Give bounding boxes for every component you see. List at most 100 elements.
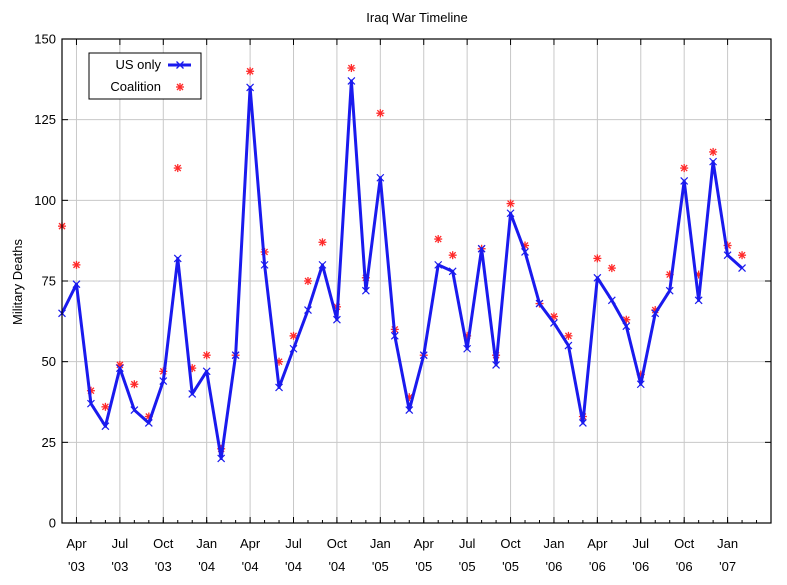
x-tick-label-year: '04 [328, 559, 345, 574]
us-only-point [217, 454, 226, 463]
us-only-point [492, 360, 501, 369]
us-only-point [622, 322, 631, 331]
us-only-point [477, 244, 486, 253]
us-only-line [60, 79, 744, 460]
coalition-point [202, 351, 211, 360]
x-tick-label-month: Apr [587, 536, 608, 551]
y-tick-label: 100 [34, 193, 56, 208]
coalition-point [434, 235, 443, 244]
coalition-point [72, 260, 81, 269]
y-tick-label: 50 [42, 354, 56, 369]
plot-area [58, 64, 747, 463]
us-only-point [173, 254, 182, 263]
coalition-point [709, 147, 718, 156]
x-tick-label-month: Oct [153, 536, 174, 551]
coalition-point [289, 331, 298, 340]
us-only-point [101, 422, 110, 431]
us-only-point [115, 364, 124, 373]
us-only-point [130, 406, 139, 414]
y-tick-label: 0 [49, 516, 56, 531]
x-tick-label-month: Jan [543, 536, 564, 551]
legend-marker-us-only [176, 61, 184, 69]
us-only-point [332, 315, 341, 324]
us-only-point [506, 209, 515, 218]
us-only-point [72, 280, 81, 289]
x-tick-label-year: '05 [459, 559, 476, 574]
us-only-point [448, 267, 457, 276]
x-tick-label-year: '03 [68, 559, 85, 574]
us-only-point [434, 260, 443, 269]
us-only-point [550, 319, 558, 327]
grid [62, 38, 771, 524]
us-only-point [535, 299, 544, 308]
x-tick-label-year: '06 [632, 559, 649, 574]
chart-title: Iraq War Timeline [366, 10, 467, 25]
x-tick-label-month: Jan [370, 536, 391, 551]
us-only-point [289, 344, 298, 353]
coalition-point [564, 331, 573, 340]
x-tick-label-year: '05 [502, 559, 519, 574]
us-only-point [405, 406, 414, 414]
coalition-point [246, 67, 255, 76]
us-only-point [246, 83, 255, 92]
x-tick-label-month: Oct [674, 536, 695, 551]
x-tick-label-month: Oct [500, 536, 521, 551]
us-only-point [275, 383, 283, 392]
coalition-point [448, 251, 457, 260]
x-tick-label-year: '03 [111, 559, 128, 574]
legend-box [88, 52, 202, 100]
us-only-point [651, 309, 660, 318]
coalition-point [376, 109, 385, 118]
x-tick-label-year: '06 [676, 559, 693, 574]
coalition-point [303, 277, 312, 285]
us-only-point [144, 419, 153, 427]
x-tick-label-month: Jan [196, 536, 217, 551]
x-tick-label-year: '04 [242, 559, 259, 574]
legend: US only Coalition [88, 52, 202, 100]
x-tick-label-month: Jul [285, 536, 302, 551]
us-only-point [680, 177, 689, 185]
us-only-point [231, 351, 240, 360]
us-only-point [694, 296, 703, 305]
x-tick-label-year: '03 [155, 559, 172, 574]
us-only-point [202, 367, 211, 376]
us-only-point [304, 306, 312, 314]
us-only-point [593, 273, 602, 282]
x-tick-label-year: '06 [545, 559, 562, 574]
x-tick-label-month: Oct [327, 536, 348, 551]
y-tick-label: 25 [42, 435, 56, 450]
x-tick-label-year: '04 [198, 559, 215, 574]
coalition-point [506, 199, 515, 208]
coalition-point [318, 238, 327, 247]
legend-label-coalition: Coalition [110, 79, 161, 94]
x-tick-label-year: '05 [415, 559, 432, 574]
x-tick-label-year: '07 [719, 559, 736, 574]
y-tick-label: 125 [34, 112, 56, 127]
coalition-point [680, 164, 689, 173]
us-only-point [87, 399, 95, 408]
us-only-point [260, 260, 269, 269]
legend-label-us-only: US only [115, 57, 161, 72]
coalition-point [738, 251, 747, 260]
us-only-point [607, 296, 616, 305]
us-only-point [463, 344, 472, 353]
x-tick-label-month: Jan [717, 536, 738, 551]
x-tick-label-month: Apr [66, 536, 87, 551]
us-only-point [347, 77, 356, 85]
x-tick-label-year: '06 [589, 559, 606, 574]
us-only-point [188, 390, 197, 398]
coalition-point [347, 64, 356, 73]
legend-marker-coalition [176, 83, 184, 91]
x-tick-label-month: Jul [459, 536, 476, 551]
y-tick-label: 75 [42, 274, 56, 289]
us-only-point [159, 377, 168, 385]
us-only-point [738, 264, 746, 273]
us-only-point [636, 380, 645, 389]
us-only-point [578, 419, 587, 427]
us-only-point [564, 341, 573, 350]
coalition-point [173, 164, 182, 173]
x-tick-label-year: '04 [285, 559, 302, 574]
x-tick-label-month: Jul [112, 536, 129, 551]
x-tick-label-month: Apr [240, 536, 261, 551]
